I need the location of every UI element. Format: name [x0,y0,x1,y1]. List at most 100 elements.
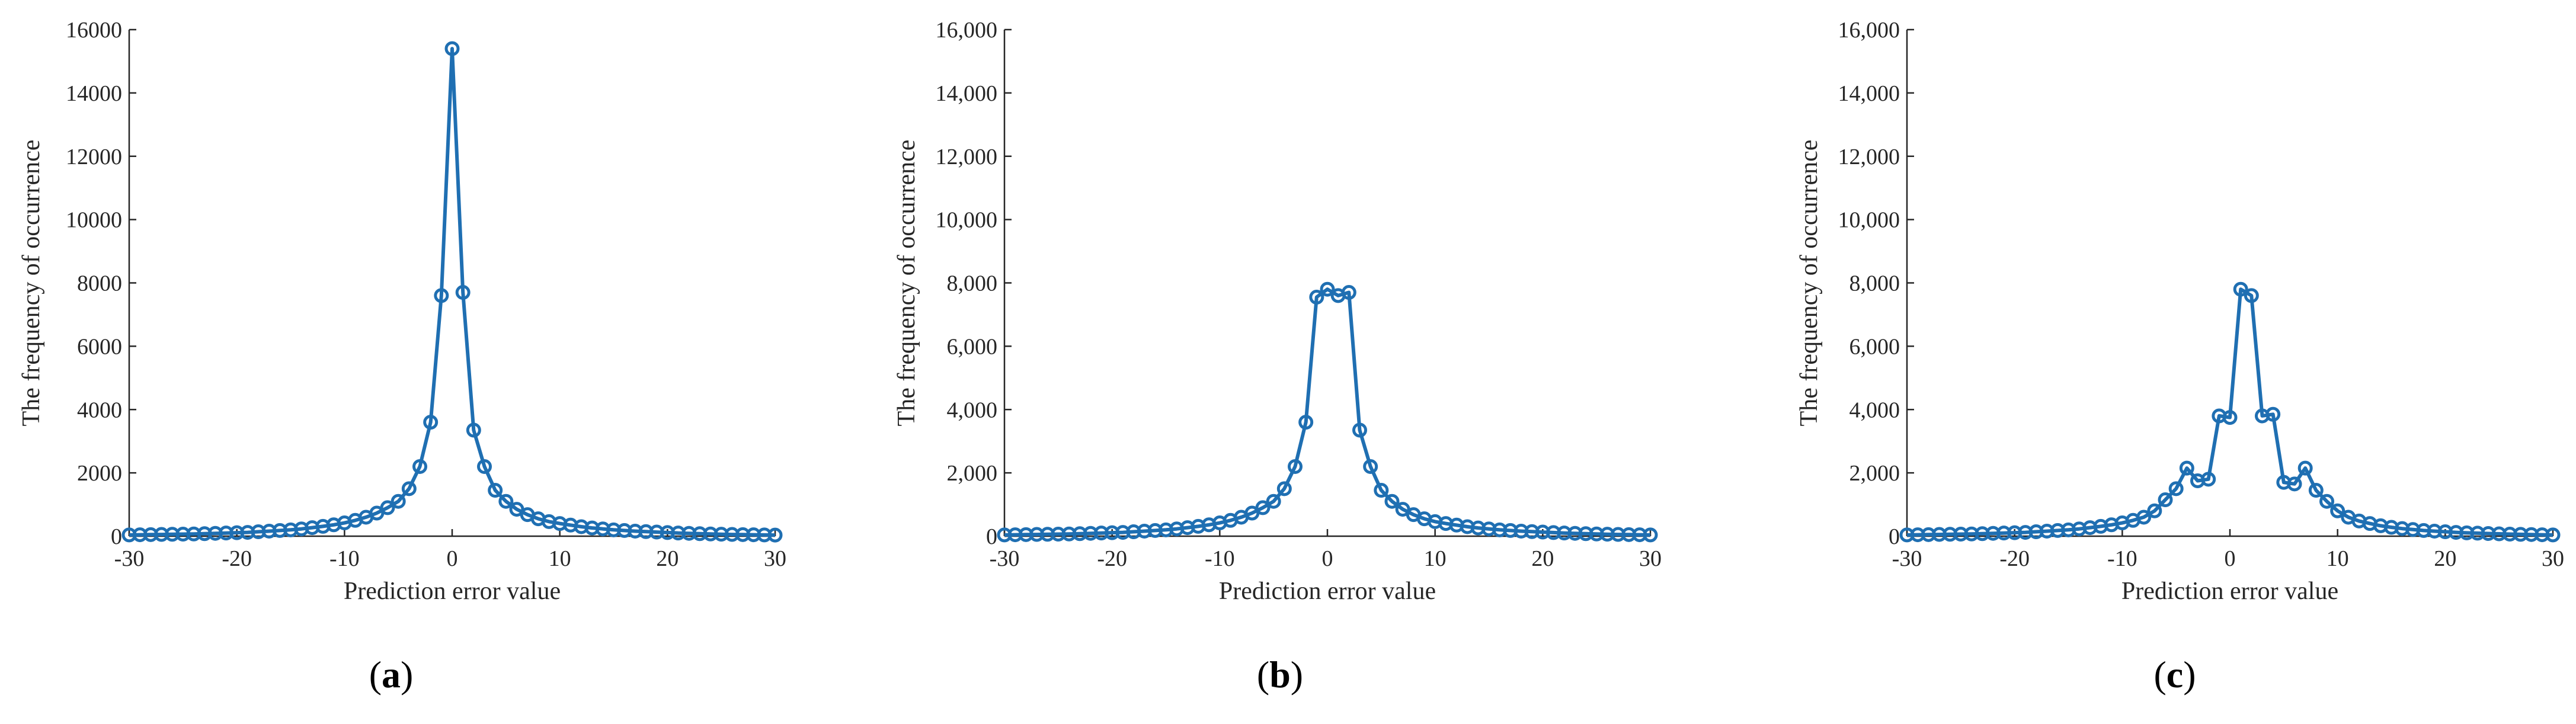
x-tick-label: -20 [222,546,252,571]
y-tick-label: 16,000 [1838,18,1900,43]
data-point-marker [1363,459,1378,474]
panel-label-paren-close: ) [401,653,413,696]
data-point-marker [2265,406,2281,422]
data-point-marker [1352,422,1367,438]
x-tick-label: -10 [2107,546,2137,571]
data-point-marker [2308,483,2324,498]
data-point-marker [1374,483,1389,498]
y-tick-label: 6,000 [947,334,998,359]
y-tick-label: 4,000 [947,398,998,422]
y-tick-label: 14,000 [1838,81,1900,106]
data-point-marker [2158,492,2173,508]
x-axis-title: Prediction error value [1219,578,1436,605]
x-tick-label: 0 [2225,546,2236,571]
data-point-marker [2330,503,2345,518]
y-tick-label: 12,000 [936,145,998,169]
x-tick-label: -30 [114,546,145,571]
data-point-marker [412,459,427,474]
data-point-marker [1298,415,1314,430]
data-point-marker [1643,527,1658,543]
data-point-marker [767,527,783,543]
x-tick-label: -10 [1205,546,1235,571]
data-point-marker [423,415,439,430]
data-point-marker [2222,410,2238,425]
data-point-marker [2179,460,2194,476]
y-tick-label: 6000 [77,334,122,359]
y-tick-label: 14,000 [936,81,998,106]
data-point-marker [2147,503,2162,518]
data-point-marker [2233,281,2248,297]
data-point-marker [2545,527,2561,543]
y-tick-label: 14000 [66,81,122,106]
panel-label-paren-close: ) [2183,653,2196,696]
data-point-marker [1288,459,1303,474]
y-axis-title: The frequency of occurrence [893,140,920,427]
panel-label-letter: a [382,653,401,696]
data-point-marker [1341,285,1356,300]
chart-panel-c: 0 2,000 4,000 6,000 8,000 10,000 12,000 14,000 1… [1796,18,2564,696]
y-tick-label: 16000 [66,18,122,43]
series-line [1906,287,2553,537]
panel-label: (a) [369,653,414,696]
panel-label-paren-open: ( [369,653,382,696]
panel-label-paren-open: ( [1257,653,1269,696]
panel-label: (c) [2153,653,2196,696]
data-point-marker [2136,510,2152,525]
data-point-marker [2287,476,2302,492]
data-point-marker [444,41,460,56]
x-axis-title: Prediction error value [2121,578,2338,605]
data-point-marker [1276,481,1292,496]
data-point-marker [1266,494,1281,509]
y-tick-label: 10,000 [936,208,998,233]
y-tick-label: 4,000 [1849,398,1900,422]
x-tick-label: -30 [990,546,1020,571]
y-tick-label: 0 [1889,524,1900,549]
data-point-marker [2244,288,2259,303]
panel-label-paren-close: ) [1291,653,1303,696]
data-point-marker [434,288,449,303]
y-tick-label: 12000 [66,145,122,169]
y-tick-label: 4000 [77,398,122,422]
y-tick-label: 2000 [77,461,122,486]
data-point-marker [2319,494,2334,509]
x-tick-label: 30 [1639,546,1662,571]
data-point-marker [391,494,406,509]
data-point-marker [455,285,471,300]
x-tick-label: 10 [1424,546,1447,571]
data-point-marker [401,481,417,496]
y-tick-label: 6,000 [1849,334,1900,359]
x-tick-label: -20 [1097,546,1127,571]
x-tick-label: 20 [2434,546,2456,571]
data-point-marker [2168,481,2184,496]
y-tick-label: 10000 [66,208,122,233]
x-axis-title: Prediction error value [344,578,561,605]
x-tick-label: 10 [549,546,571,571]
x-tick-label: -20 [1999,546,2030,571]
y-tick-label: 8,000 [947,271,998,296]
y-tick-label: 2,000 [1849,461,1900,486]
y-tick-label: 0 [986,524,997,549]
chart-panel-b: 0 2,000 4,000 6,000 8,000 10,000 12,000 14,000 1… [893,18,1662,696]
y-tick-label: 16,000 [936,18,998,43]
panel-label-letter: c [2167,653,2183,696]
x-tick-label: 10 [2327,546,2349,571]
data-point-marker [380,500,395,515]
panel-label-letter: b [1269,653,1291,696]
x-tick-label: 0 [1322,546,1333,571]
chart-panel-a: 0 2000 4000 6000 8000 10000 12000 14000 16000 -30… [18,18,786,696]
x-tick-label: 30 [764,546,786,571]
y-axis-title: The frequency of occurrence [1796,140,1823,427]
data-point-marker [498,494,514,509]
y-tick-label: 0 [111,524,122,549]
data-point-marker [466,422,481,438]
y-axis-title: The frequency of occurrence [18,140,45,427]
x-tick-label: -10 [329,546,360,571]
panel-label: (b) [1257,653,1303,696]
data-point-marker [2297,460,2313,476]
data-point-marker [2201,472,2216,487]
data-point-marker [1320,281,1335,297]
y-tick-label: 10,000 [1838,208,1900,233]
panel-label-paren-open: ( [2153,653,2166,696]
data-point-marker [1255,500,1271,515]
